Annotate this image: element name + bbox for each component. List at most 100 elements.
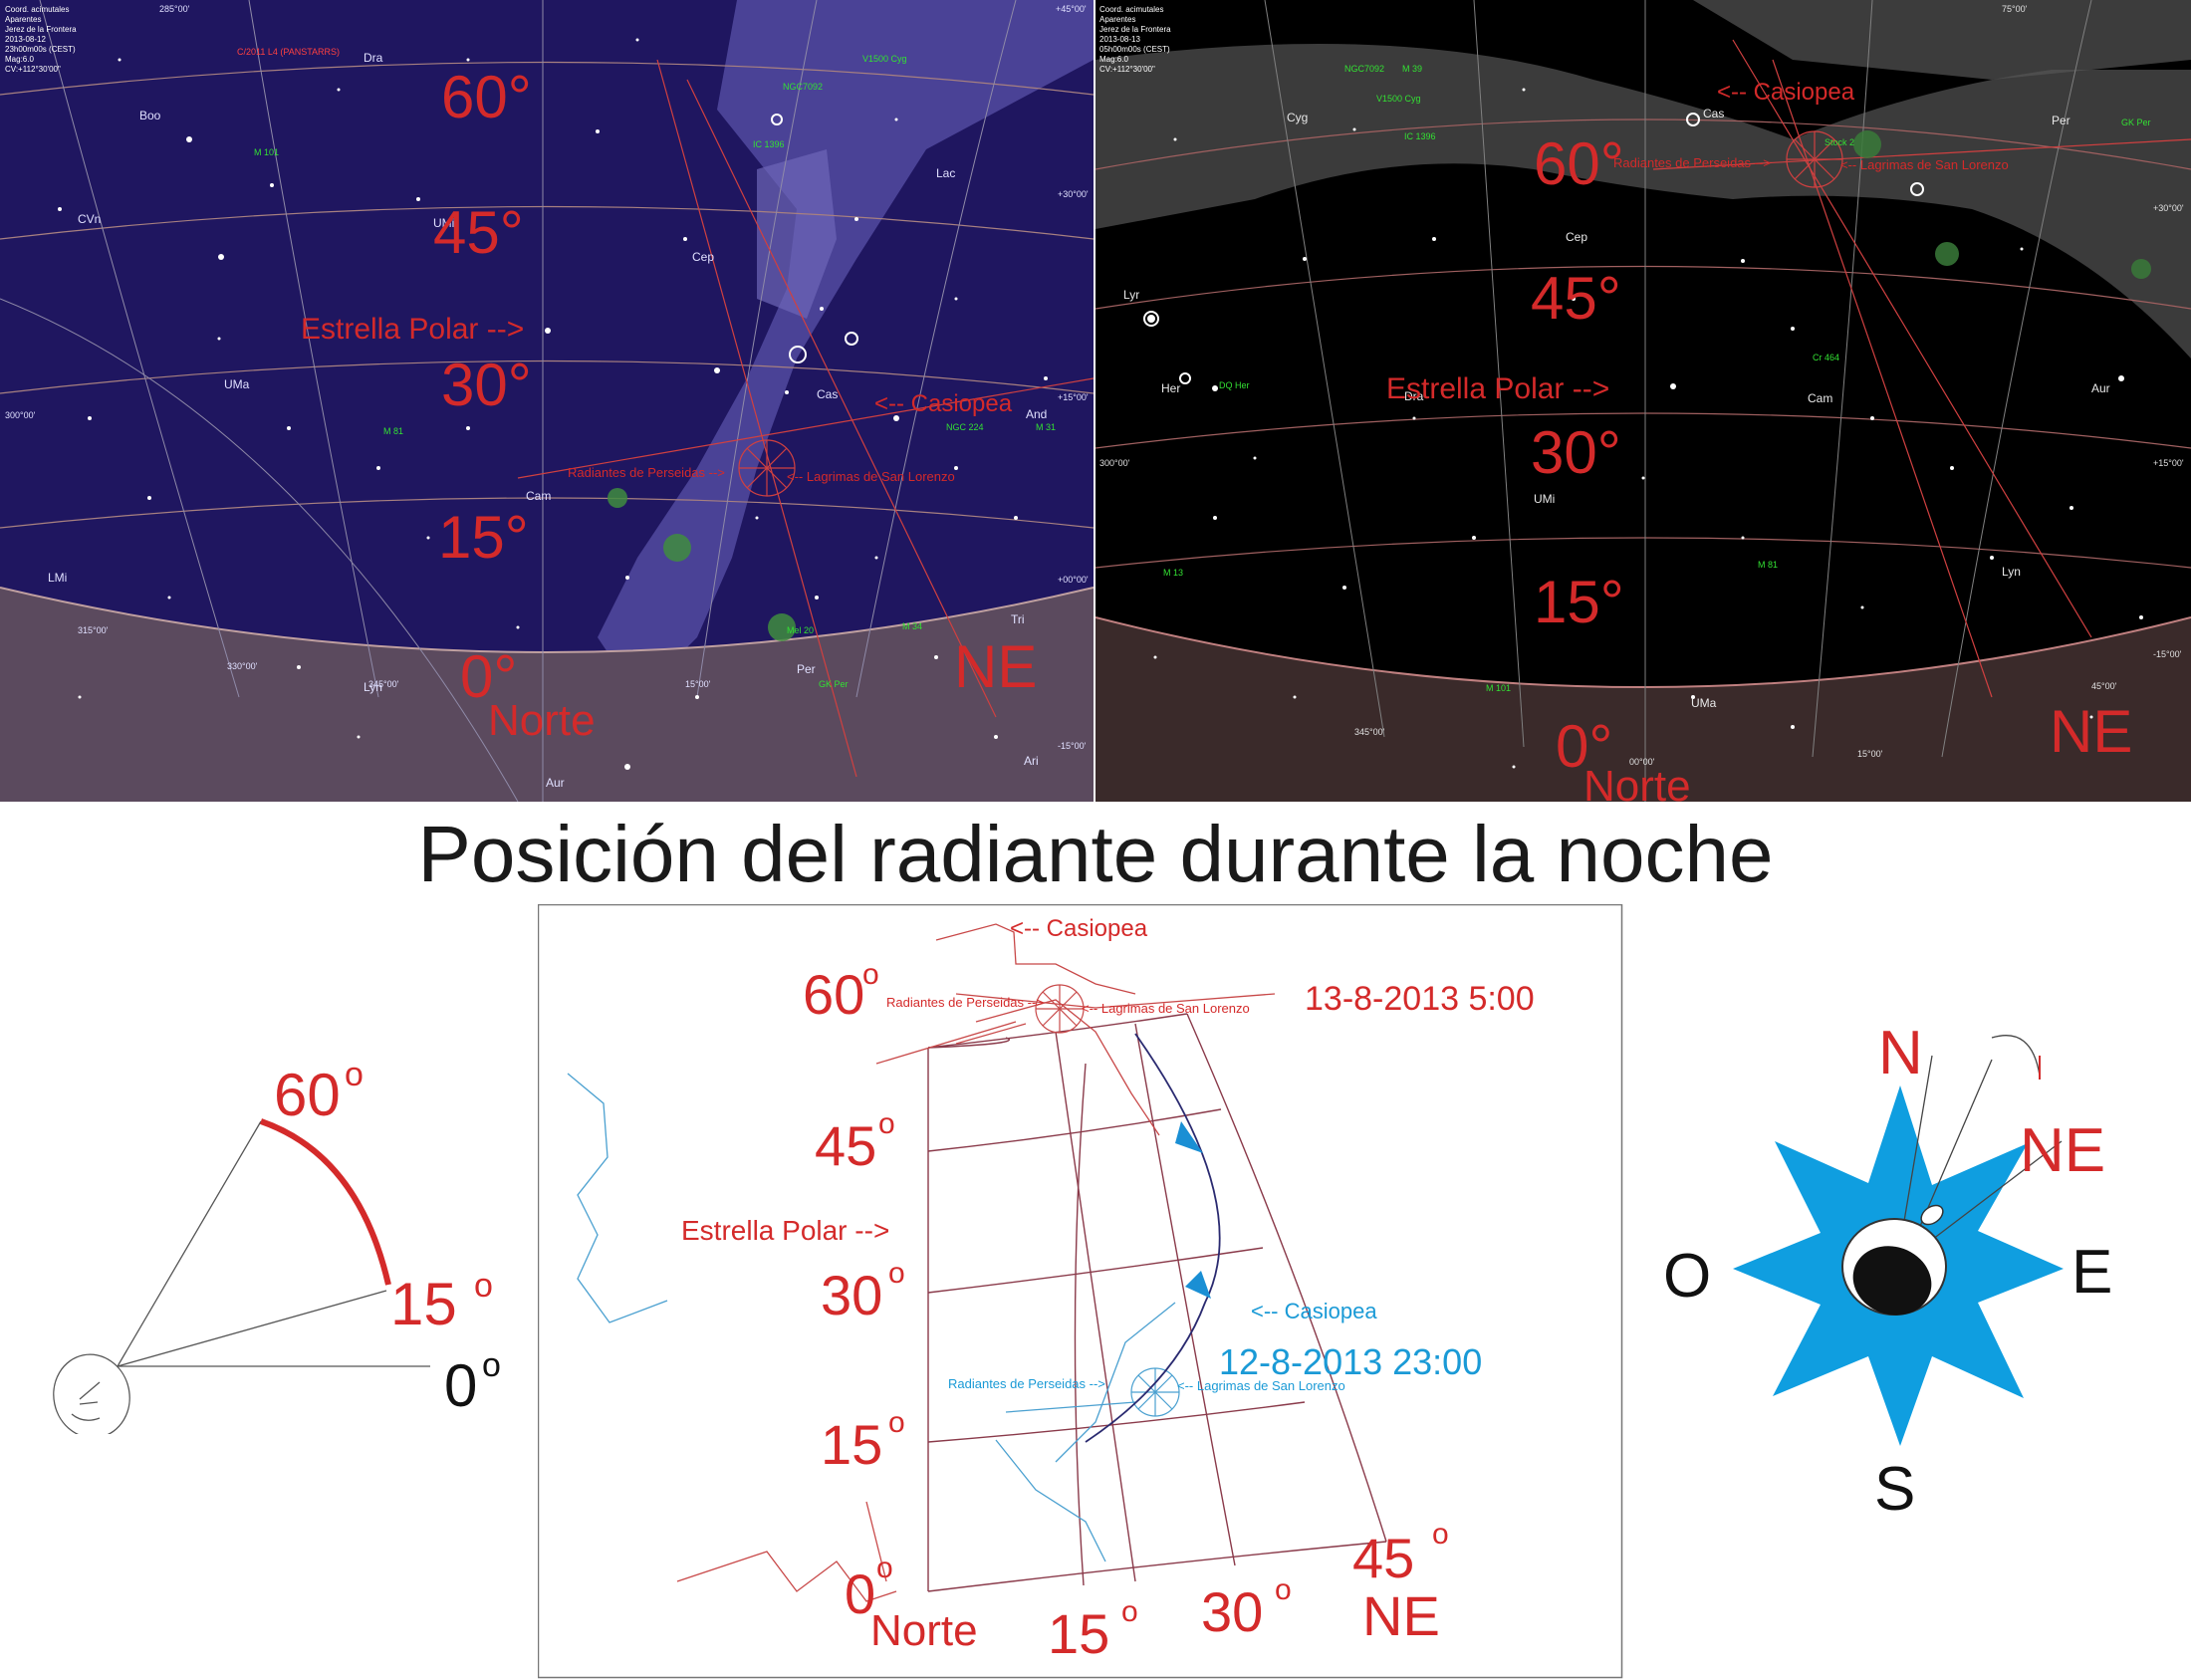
object-label: NGC 224 <box>946 422 984 432</box>
constellation-label: LMi <box>48 571 67 585</box>
az-label: 15°00' <box>685 679 711 689</box>
object-label: Mel 20 <box>787 625 814 635</box>
degree-mark: o <box>888 1406 905 1439</box>
object-label: V1500 Cyg <box>1376 94 1421 104</box>
constellation-label: Per <box>2052 114 2070 127</box>
angle-label-15: 15 <box>390 1271 457 1337</box>
info-line: 2013-08-13 <box>1099 35 1140 44</box>
alt-label-45: 45 <box>815 1114 876 1177</box>
constellation-label: Cep <box>692 250 714 264</box>
compass-n-label: N <box>1878 1019 1923 1087</box>
page-title: Posición del radiante durante la noche <box>417 810 1774 898</box>
constellation-label: Lyr <box>1123 288 1139 302</box>
alt-label-15: 15 <box>821 1413 882 1476</box>
object-label: IC 1396 <box>1404 131 1436 141</box>
constellation-label: Boo <box>139 109 161 122</box>
az-label: 315°00' <box>78 625 109 635</box>
time-bottom-label: 12-8-2013 23:00 <box>1219 1341 1482 1382</box>
constellation-label: Cam <box>526 489 551 503</box>
az-label: 330°00' <box>227 661 258 671</box>
object-label: NGC7092 <box>783 82 823 92</box>
alt-label-45: 45° <box>433 199 524 266</box>
constellation-label: Tri <box>1011 612 1025 626</box>
path-arrow <box>1175 1121 1203 1153</box>
az-label: 345°00' <box>1354 727 1385 737</box>
az-label: +30°00' <box>1058 189 1089 199</box>
polar-star-label: Estrella Polar --> <box>1386 372 1609 405</box>
degree-mark: o <box>1275 1573 1292 1606</box>
angle-label-60: 60 <box>274 1062 341 1128</box>
polar-star-label: Estrella Polar --> <box>681 1215 889 1246</box>
constellation-label: Per <box>797 662 816 676</box>
lagrimas-label: <-- Lagrimas de San Lorenzo <box>787 469 955 484</box>
object-label: M 101 <box>254 147 279 157</box>
lagrimas-top-label: <-- Lagrimas de San Lorenzo <box>1082 1001 1250 1016</box>
constellation-label: Cas <box>1703 107 1724 120</box>
az-label: +15°00' <box>1058 392 1089 402</box>
polar-star-label: Estrella Polar --> <box>301 313 524 346</box>
constellation-label: Her <box>1161 381 1180 395</box>
ne-label: NE <box>954 633 1037 700</box>
object-label: Stock 2 <box>1825 137 1854 147</box>
north-label: Norte <box>1583 762 1691 802</box>
alt-label-30: 30° <box>441 352 532 418</box>
alt-label-60: 60 <box>803 963 864 1026</box>
alt-label-30: 30 <box>821 1264 882 1326</box>
casiopea-label: <-- Casiopea <box>874 390 1013 417</box>
ne-label: NE <box>2050 698 2132 765</box>
degree-mark: o <box>862 958 879 991</box>
lagrimas-bottom-label: <-- Lagrimas de San Lorenzo <box>1177 1378 1345 1393</box>
radiant-top-label: Radiantes de Perseidas --> <box>886 995 1044 1010</box>
constellation-label: Cas <box>817 387 838 401</box>
alt-label-0: 0° <box>460 643 517 710</box>
lagrimas-label: <-- Lagrimas de San Lorenzo <box>1840 157 2009 172</box>
object-label: M 31 <box>1036 422 1056 432</box>
degree-mark: o <box>1121 1595 1138 1628</box>
az-label-15: 15 <box>1048 1602 1109 1665</box>
az-label: 45°00' <box>2091 681 2117 691</box>
info-line: CV:+112°30'00" <box>1099 65 1155 74</box>
compass-s-label: S <box>1874 1455 1915 1524</box>
info-line: Aparentes <box>5 15 41 24</box>
info-line: CV:+112°30'00" <box>5 65 61 74</box>
object-label: GK Per <box>2121 118 2151 127</box>
object-label: DQ Her <box>1219 380 1250 390</box>
radiant-label: Radiantes de Perseidas --> <box>1613 155 1771 170</box>
north-label: Norte <box>870 1606 978 1655</box>
radiant-bottom-label: Radiantes de Perseidas --> <box>948 1376 1105 1391</box>
object-label: GK Per <box>819 679 849 689</box>
info-line: 23h00m00s (CEST) <box>5 45 76 54</box>
constellation-label: UMi <box>1534 492 1555 506</box>
degree-mark: o <box>876 1552 893 1584</box>
north-label: Norte <box>488 696 596 745</box>
radiant-path-diagram: 60 o 45 o 30 o 15 o 0 o Norte 15 o 30 o … <box>538 904 1623 1679</box>
az-label: 15°00' <box>1857 749 1883 759</box>
az-label: 00°00' <box>1629 757 1655 767</box>
constellation-label: UMi <box>433 216 454 230</box>
info-line: Jerez de la Frontera <box>1099 25 1171 34</box>
info-line: Coord. acimutales <box>1099 5 1163 14</box>
alt-label-60: 60° <box>1534 130 1624 197</box>
az-label: +45°00' <box>1056 4 1087 14</box>
casiopea-bottom-label: <-- Casiopea <box>1251 1299 1377 1323</box>
constellation-label: Lyn <box>2002 565 2021 579</box>
constellation-label: Cam <box>1808 391 1832 405</box>
compass-o-label: O <box>1663 1242 1711 1311</box>
alt-label-45: 45° <box>1531 265 1621 332</box>
info-line: Jerez de la Frontera <box>5 25 77 34</box>
degree-mark: o <box>878 1107 895 1140</box>
object-label: M 81 <box>383 426 403 436</box>
constellation-label: UMa <box>224 377 250 391</box>
comet-label: C/2011 L4 (PANSTARRS) <box>237 47 340 57</box>
az-label: 345°00' <box>368 679 399 689</box>
alt-label-15: 15° <box>438 504 529 571</box>
constellation-label: Dra <box>364 51 383 65</box>
radiant-label: Radiantes de Perseidas --> <box>568 465 725 480</box>
degree-mark: o <box>888 1257 905 1290</box>
object-label: M 34 <box>902 621 922 631</box>
info-line: Coord. acimutales <box>5 5 69 14</box>
az-label: 300°00' <box>1099 458 1130 468</box>
object-label: NGC7092 <box>1344 64 1384 74</box>
object-label: IC 1396 <box>753 139 785 149</box>
object-label: M 13 <box>1163 568 1183 578</box>
